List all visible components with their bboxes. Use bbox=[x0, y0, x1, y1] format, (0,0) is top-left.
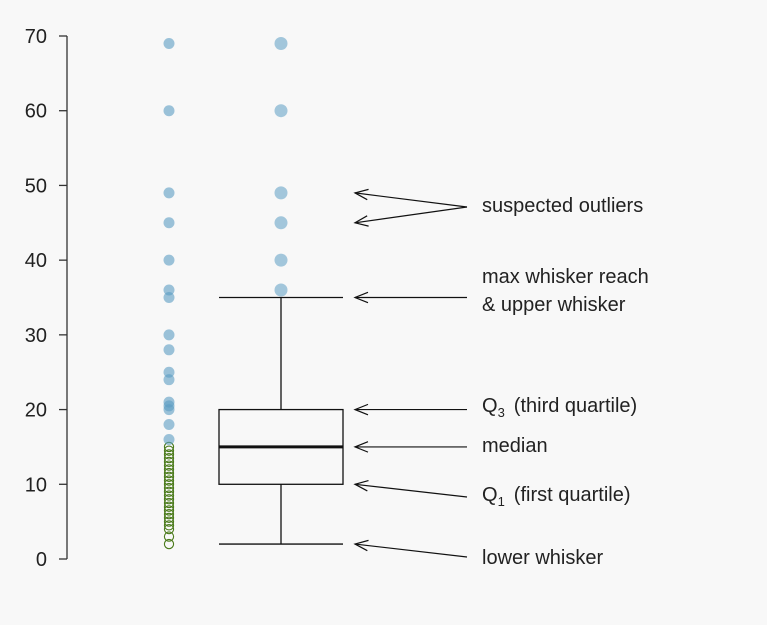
strip-point-filled bbox=[163, 344, 175, 356]
y-tick-label: 60 bbox=[25, 101, 47, 123]
arrow-q3-head bbox=[353, 403, 369, 416]
strip-point-open bbox=[163, 475, 175, 486]
strip-point-open bbox=[163, 460, 175, 471]
strip-point-open bbox=[163, 523, 175, 535]
strip-point-open bbox=[163, 456, 175, 468]
strip-point-filled bbox=[163, 329, 175, 341]
strip-point-filled bbox=[163, 254, 175, 266]
y-tick-label: 0 bbox=[36, 549, 47, 571]
strip-point-open bbox=[163, 531, 175, 542]
annotation-outliers: suspected outliers bbox=[482, 195, 643, 217]
outlier-point bbox=[274, 253, 288, 267]
strip-point-filled bbox=[163, 187, 175, 199]
strip-plot bbox=[163, 37, 175, 550]
arrow-q1 bbox=[354, 483, 468, 498]
outlier-point bbox=[274, 36, 288, 50]
strip-point-open bbox=[163, 505, 175, 516]
strip-point-filled bbox=[163, 366, 175, 378]
strip-point-open bbox=[163, 467, 175, 479]
y-tick-label: 70 bbox=[25, 26, 47, 48]
strip-point-open bbox=[163, 538, 175, 550]
strip-point-open bbox=[163, 497, 175, 509]
strip-point-open bbox=[163, 516, 175, 527]
arrow-outliers-upper bbox=[354, 192, 468, 208]
strip-point-open bbox=[163, 452, 175, 464]
strip-point-open bbox=[163, 445, 175, 456]
outlier-point bbox=[274, 104, 288, 118]
outlier-point bbox=[274, 186, 288, 200]
strip-point-open bbox=[163, 479, 175, 490]
y-tick-label: 50 bbox=[25, 175, 47, 197]
y-tick-label: 20 bbox=[25, 400, 47, 422]
arrow-outliers-lower-head bbox=[353, 215, 369, 227]
strip-point-filled bbox=[163, 37, 175, 49]
strip-point-filled bbox=[163, 433, 175, 445]
strip-point-filled bbox=[163, 105, 175, 117]
y-tick-label: 40 bbox=[25, 250, 47, 272]
strip-point-open bbox=[163, 490, 175, 501]
strip-point-open bbox=[163, 471, 175, 482]
outlier-point bbox=[274, 216, 288, 230]
outlier-point bbox=[274, 283, 288, 297]
annotation-median: median bbox=[482, 435, 548, 457]
arrow-median-head bbox=[353, 441, 369, 453]
arrow-outliers-lower bbox=[354, 206, 468, 224]
boxplot bbox=[218, 36, 344, 545]
strip-point-filled bbox=[163, 284, 175, 296]
strip-point-open bbox=[163, 494, 175, 505]
strip-point-filled bbox=[163, 217, 175, 229]
annotation-q1: Q1 (first quartile) bbox=[482, 484, 631, 509]
strip-point-open bbox=[163, 520, 175, 531]
strip-point-open bbox=[163, 464, 175, 475]
strip-point-filled bbox=[163, 396, 175, 408]
arrow-outliers-upper-head bbox=[353, 188, 369, 201]
annotations: suspected outliers max whisker reach & u… bbox=[482, 195, 649, 569]
arrow-max-whisker-head bbox=[353, 291, 369, 304]
strip-point-open bbox=[163, 449, 175, 460]
annotation-arrows bbox=[353, 188, 468, 558]
strip-point-filled bbox=[163, 419, 175, 431]
y-tick-label: 30 bbox=[25, 325, 47, 347]
annotation-lower-whisker: lower whisker bbox=[482, 547, 603, 569]
arrow-q1-head bbox=[353, 480, 369, 492]
y-tick-label: 10 bbox=[25, 474, 47, 496]
strip-point-open bbox=[163, 509, 175, 520]
arrow-lower-whisker bbox=[354, 543, 468, 558]
strip-point-open bbox=[163, 482, 175, 494]
strip-point-open bbox=[163, 512, 175, 524]
y-axis: 0 10 20 30 40 50 60 70 bbox=[25, 26, 68, 571]
strip-point-open bbox=[163, 501, 175, 512]
annotation-max-reach-line2: & upper whisker bbox=[482, 294, 626, 316]
arrow-lower-whisker-head bbox=[353, 539, 369, 552]
annotation-q3: Q3 (third quartile) bbox=[482, 395, 637, 420]
strip-point-open bbox=[163, 486, 175, 497]
annotation-max-reach-line1: max whisker reach bbox=[482, 266, 649, 288]
